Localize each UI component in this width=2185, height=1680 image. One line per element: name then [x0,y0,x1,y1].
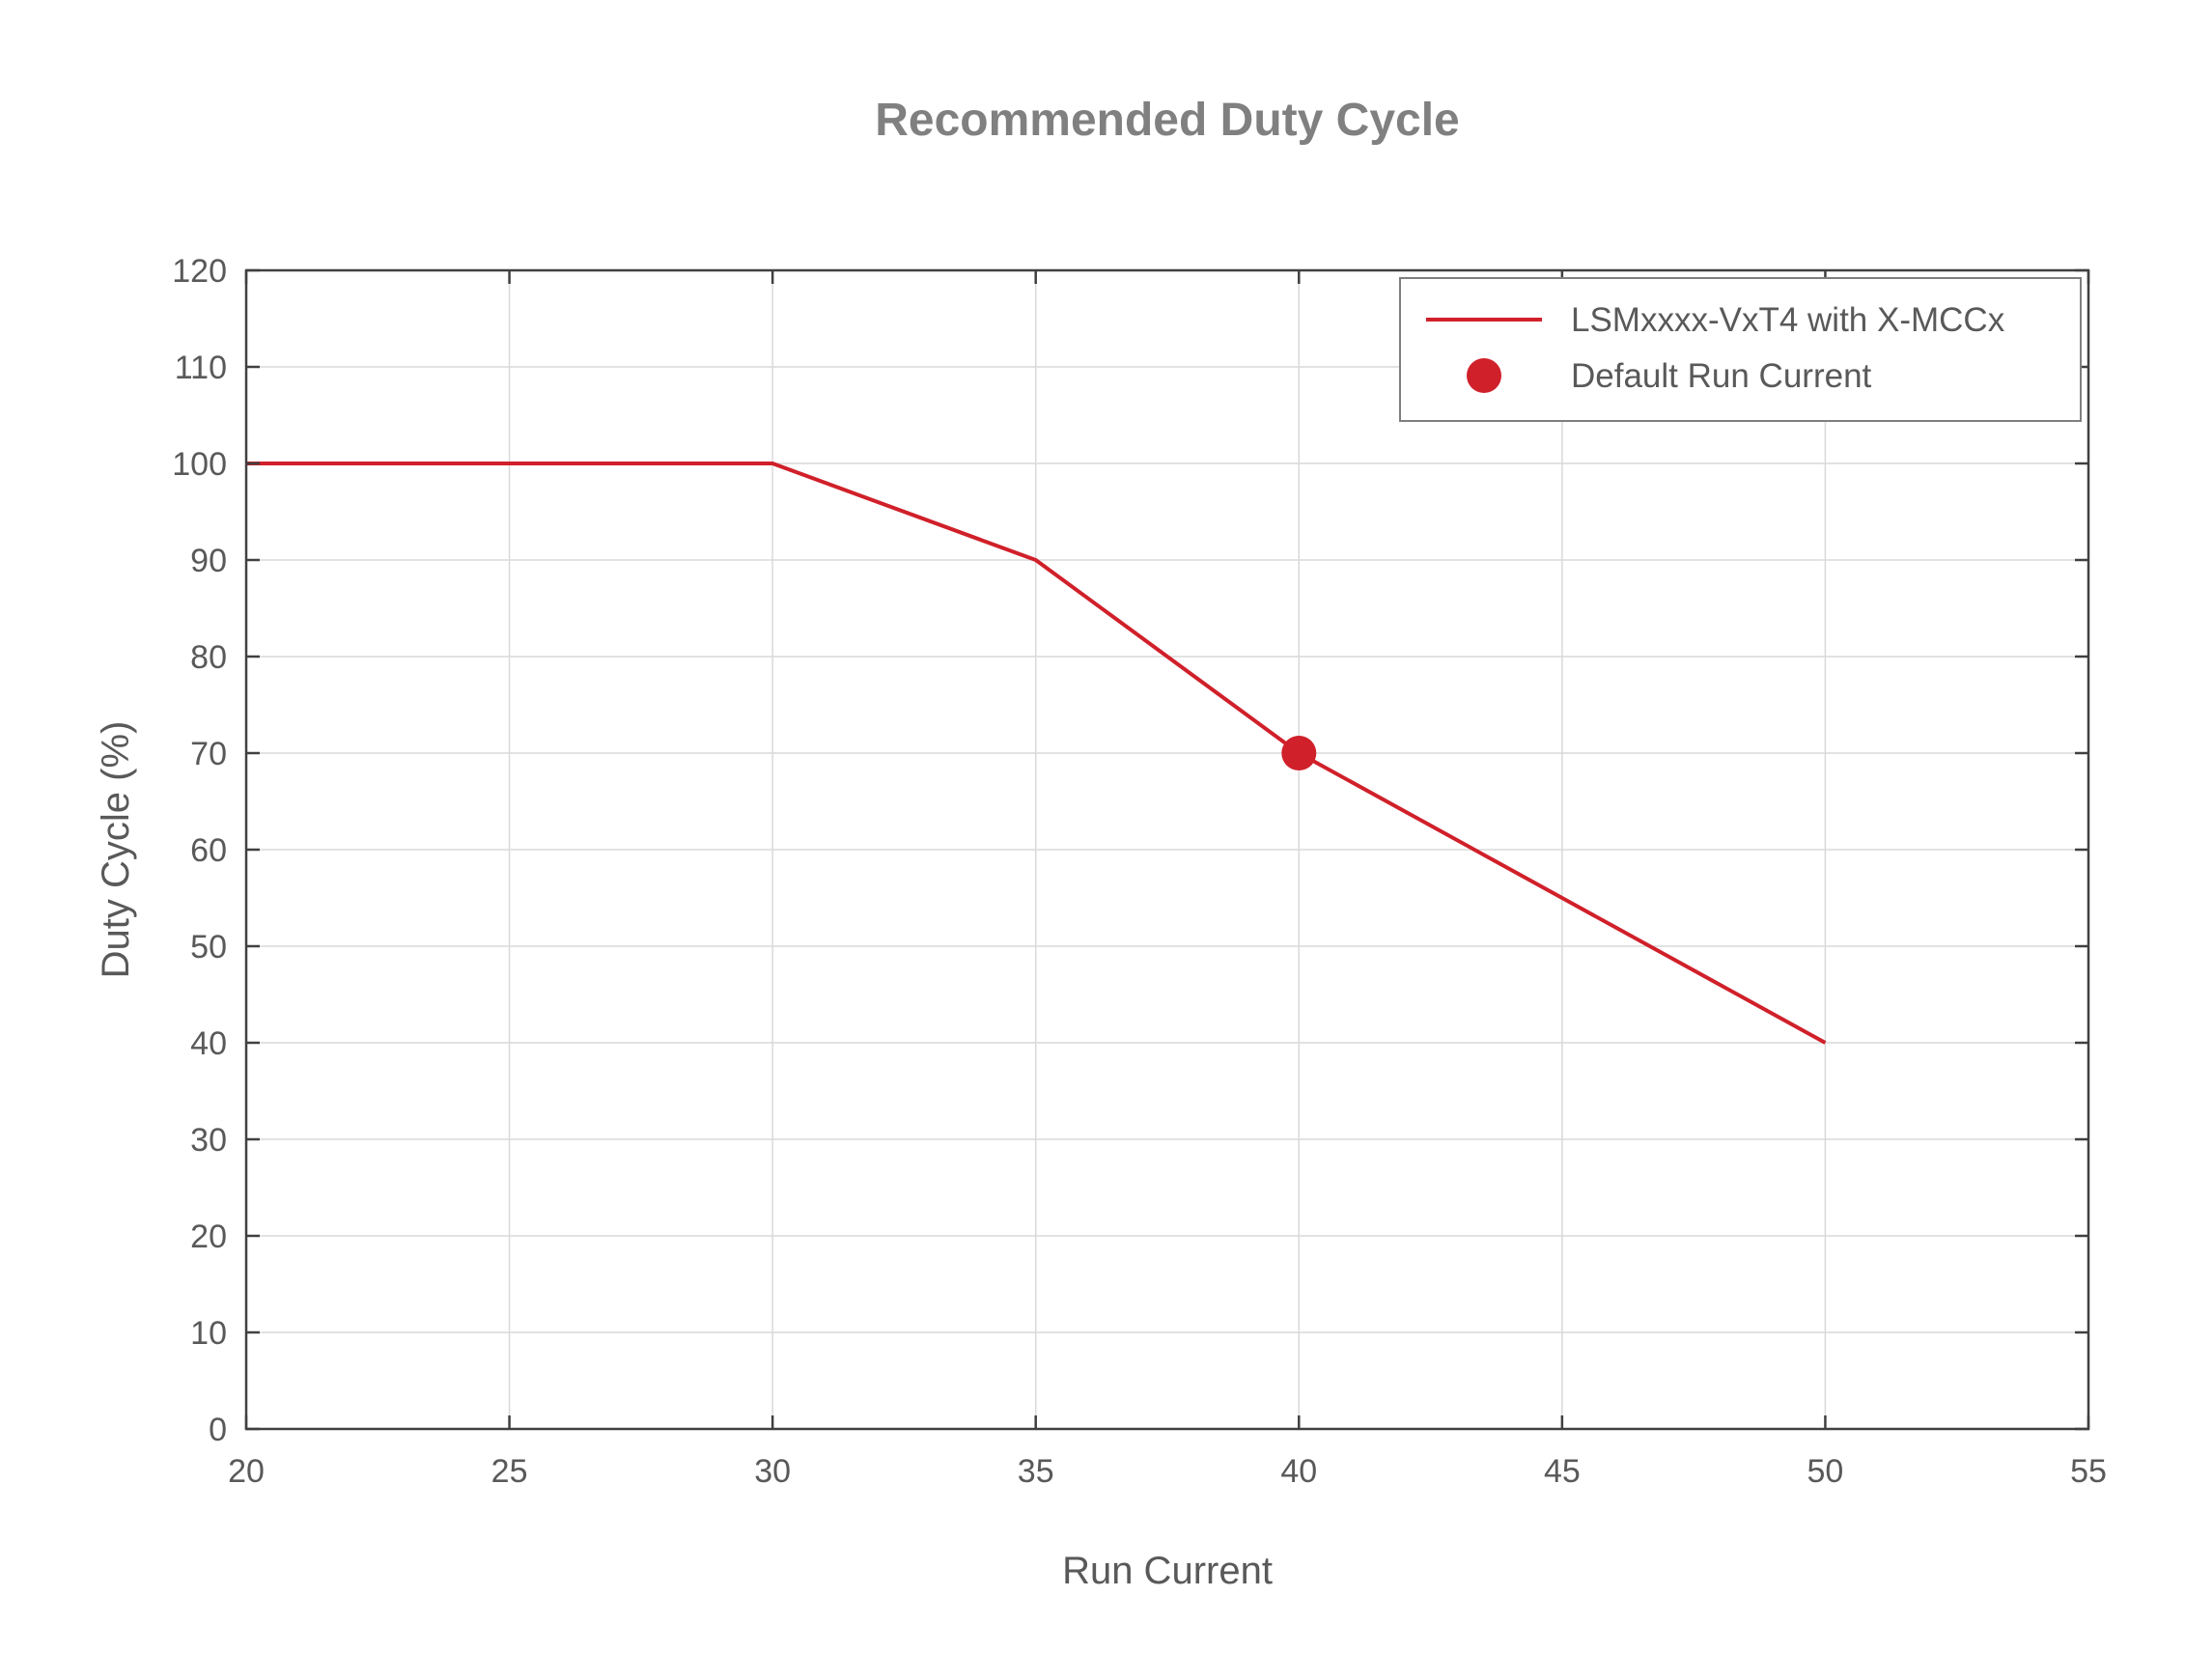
x-tick-label: 20 [228,1453,265,1490]
x-tick-label: 25 [491,1453,528,1490]
y-tick-label: 80 [190,639,227,676]
y-tick-label: 120 [172,253,227,290]
y-tick-label: 0 [209,1412,227,1448]
chart-title: Recommended Duty Cycle [875,95,1460,146]
y-tick-label: 100 [172,446,227,483]
x-tick-label: 55 [2070,1453,2107,1490]
x-tick-label: 40 [1280,1453,1317,1490]
legend-marker-swatch [1467,358,1501,393]
x-tick-label: 45 [1544,1453,1581,1490]
y-tick-label: 10 [190,1315,227,1352]
y-tick-label: 90 [190,543,227,579]
y-tick-label: 70 [190,736,227,772]
x-axis-label: Run Current [1062,1550,1273,1592]
y-tick-label: 60 [190,832,227,869]
default-run-current-marker [1281,736,1317,770]
x-tick-label: 30 [754,1453,791,1490]
y-tick-label: 50 [190,929,227,966]
legend-label-line-series: LSMxxxx-VxT4 with X-MCCx [1571,301,2005,339]
legend-label-default-run-current: Default Run Current [1571,357,1872,395]
x-tick-label: 50 [1807,1453,1844,1490]
y-tick-label: 20 [190,1218,227,1255]
x-tick-label: 35 [1018,1453,1054,1490]
legend-box [1399,277,2082,422]
y-axis-label: Duty Cycle (%) [95,721,137,979]
y-tick-label: 40 [190,1025,227,1062]
series-line-lsmxxxx-vxt4 [246,462,1827,1045]
plot-series [246,462,1827,1045]
legend: LSMxxxx-VxT4 with X-MCCx Default Run Cur… [1399,277,2082,422]
axis-ticks: 20 25 30 35 40 45 50 55 0 10 20 30 40 50 60 70 80 90 100 11… [172,253,2107,1490]
y-tick-label: 110 [175,350,227,386]
y-tick-label: 30 [190,1122,227,1159]
